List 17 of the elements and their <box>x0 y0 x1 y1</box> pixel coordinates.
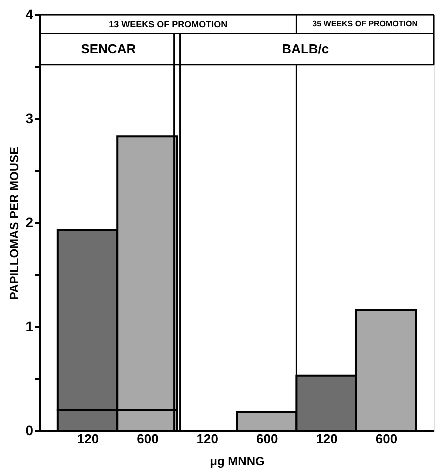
annotation: 13 WEEKS OF PROMOTION <box>109 19 228 30</box>
x-tick-label: 120 <box>196 432 219 446</box>
x-axis-title: μg MNNG <box>210 454 265 468</box>
y-axis-title: PAPILLOMAS PER MOUSE <box>8 146 22 300</box>
x-tick-label: 600 <box>137 432 159 446</box>
y-tick-label: 1 <box>26 318 34 334</box>
y-tick-label: 4 <box>26 6 34 22</box>
x-tick-label: 120 <box>316 432 338 446</box>
y-tick-label: 0 <box>26 422 34 438</box>
x-tick-label: 600 <box>256 432 278 446</box>
annotation: SENCAR <box>81 41 137 56</box>
annotation: BALB/c <box>282 41 330 56</box>
x-tick-label: 120 <box>77 432 100 446</box>
y-tick-label: 3 <box>26 110 34 126</box>
x-tick-label: 600 <box>376 432 398 446</box>
y-tick-label: 2 <box>26 214 34 230</box>
annotation: 35 WEEKS OF PROMOTION <box>312 19 418 28</box>
